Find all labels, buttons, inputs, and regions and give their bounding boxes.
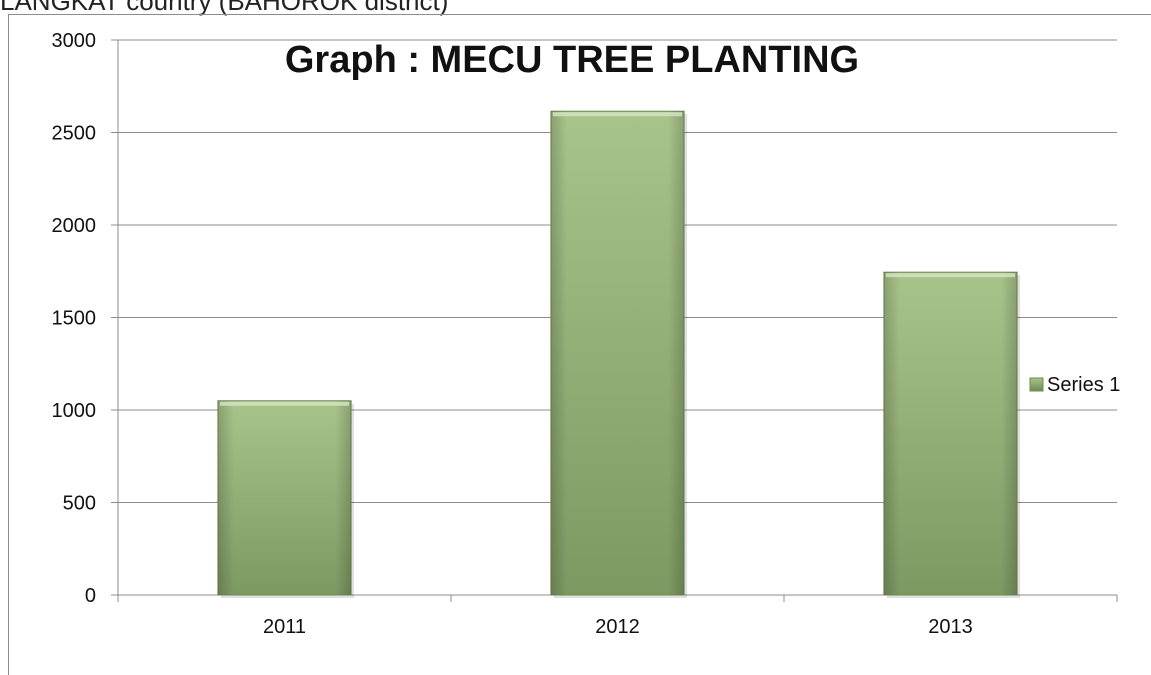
chart-frame	[8, 14, 1151, 675]
y-tick-label: 1000	[52, 400, 97, 422]
y-tick-label: 2500	[52, 123, 97, 145]
bar-highlight	[219, 401, 350, 406]
x-tick-label: 2011	[263, 616, 306, 638]
legend-label: Series 1	[1047, 374, 1120, 396]
bars	[217, 110, 1021, 598]
chart-title: Graph : MECU TREE PLANTING	[285, 39, 859, 81]
bar-highlight	[552, 112, 683, 117]
legend: Series 1	[1029, 374, 1120, 396]
legend-swatch	[1029, 377, 1044, 392]
page-caption: LANGKAT country (BAHOROK district)	[0, 0, 449, 16]
y-tick-label: 0	[85, 585, 96, 607]
bar-bevel	[550, 111, 685, 595]
bar-bevel	[217, 400, 352, 595]
y-tick-label: 1500	[52, 308, 97, 330]
y-tick-label: 500	[63, 493, 96, 515]
bar-highlight	[885, 273, 1016, 278]
x-tick-label: 2012	[595, 616, 640, 638]
tick-labels: 0 500 1000 1500 2000 2500 3000 2011 2012 2013	[52, 30, 973, 638]
bar-bevel	[883, 272, 1018, 595]
y-tick-label: 2000	[52, 215, 97, 237]
x-tick-label: 2013	[928, 616, 973, 638]
y-tick-label: 3000	[52, 30, 97, 52]
